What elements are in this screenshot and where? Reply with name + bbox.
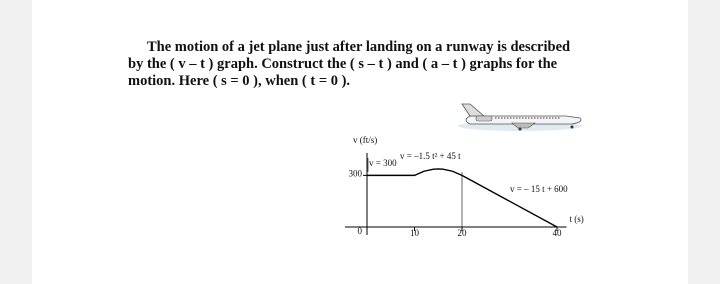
x-tick-label: 10: [410, 228, 420, 238]
x-tick-label: 20: [458, 228, 468, 238]
y-tick-label: 300: [349, 168, 363, 178]
problem-line: The motion of a jet plane just after lan…: [147, 39, 571, 55]
x-axis-label: t (s): [570, 214, 584, 224]
airplane: [458, 103, 582, 131]
problem-line: motion. Here ( s = 0 ), when ( t = 0 ).: [128, 73, 351, 89]
y-axis-label: v (ft/s): [353, 135, 377, 145]
annotation: v = 300: [369, 158, 397, 168]
problem-line: by the ( v – t ) graph. Construct the ( …: [128, 56, 558, 72]
annotation: v = – 15 t + 600: [510, 184, 568, 194]
velocity-line: [367, 168, 558, 228]
document: The motion of a jet plane just after lan…: [32, 0, 688, 284]
y-tick-label: 0: [358, 226, 363, 236]
annotation: v = –1.5 t² + 45 t: [400, 151, 461, 161]
x-tick-label: 40: [553, 228, 563, 238]
